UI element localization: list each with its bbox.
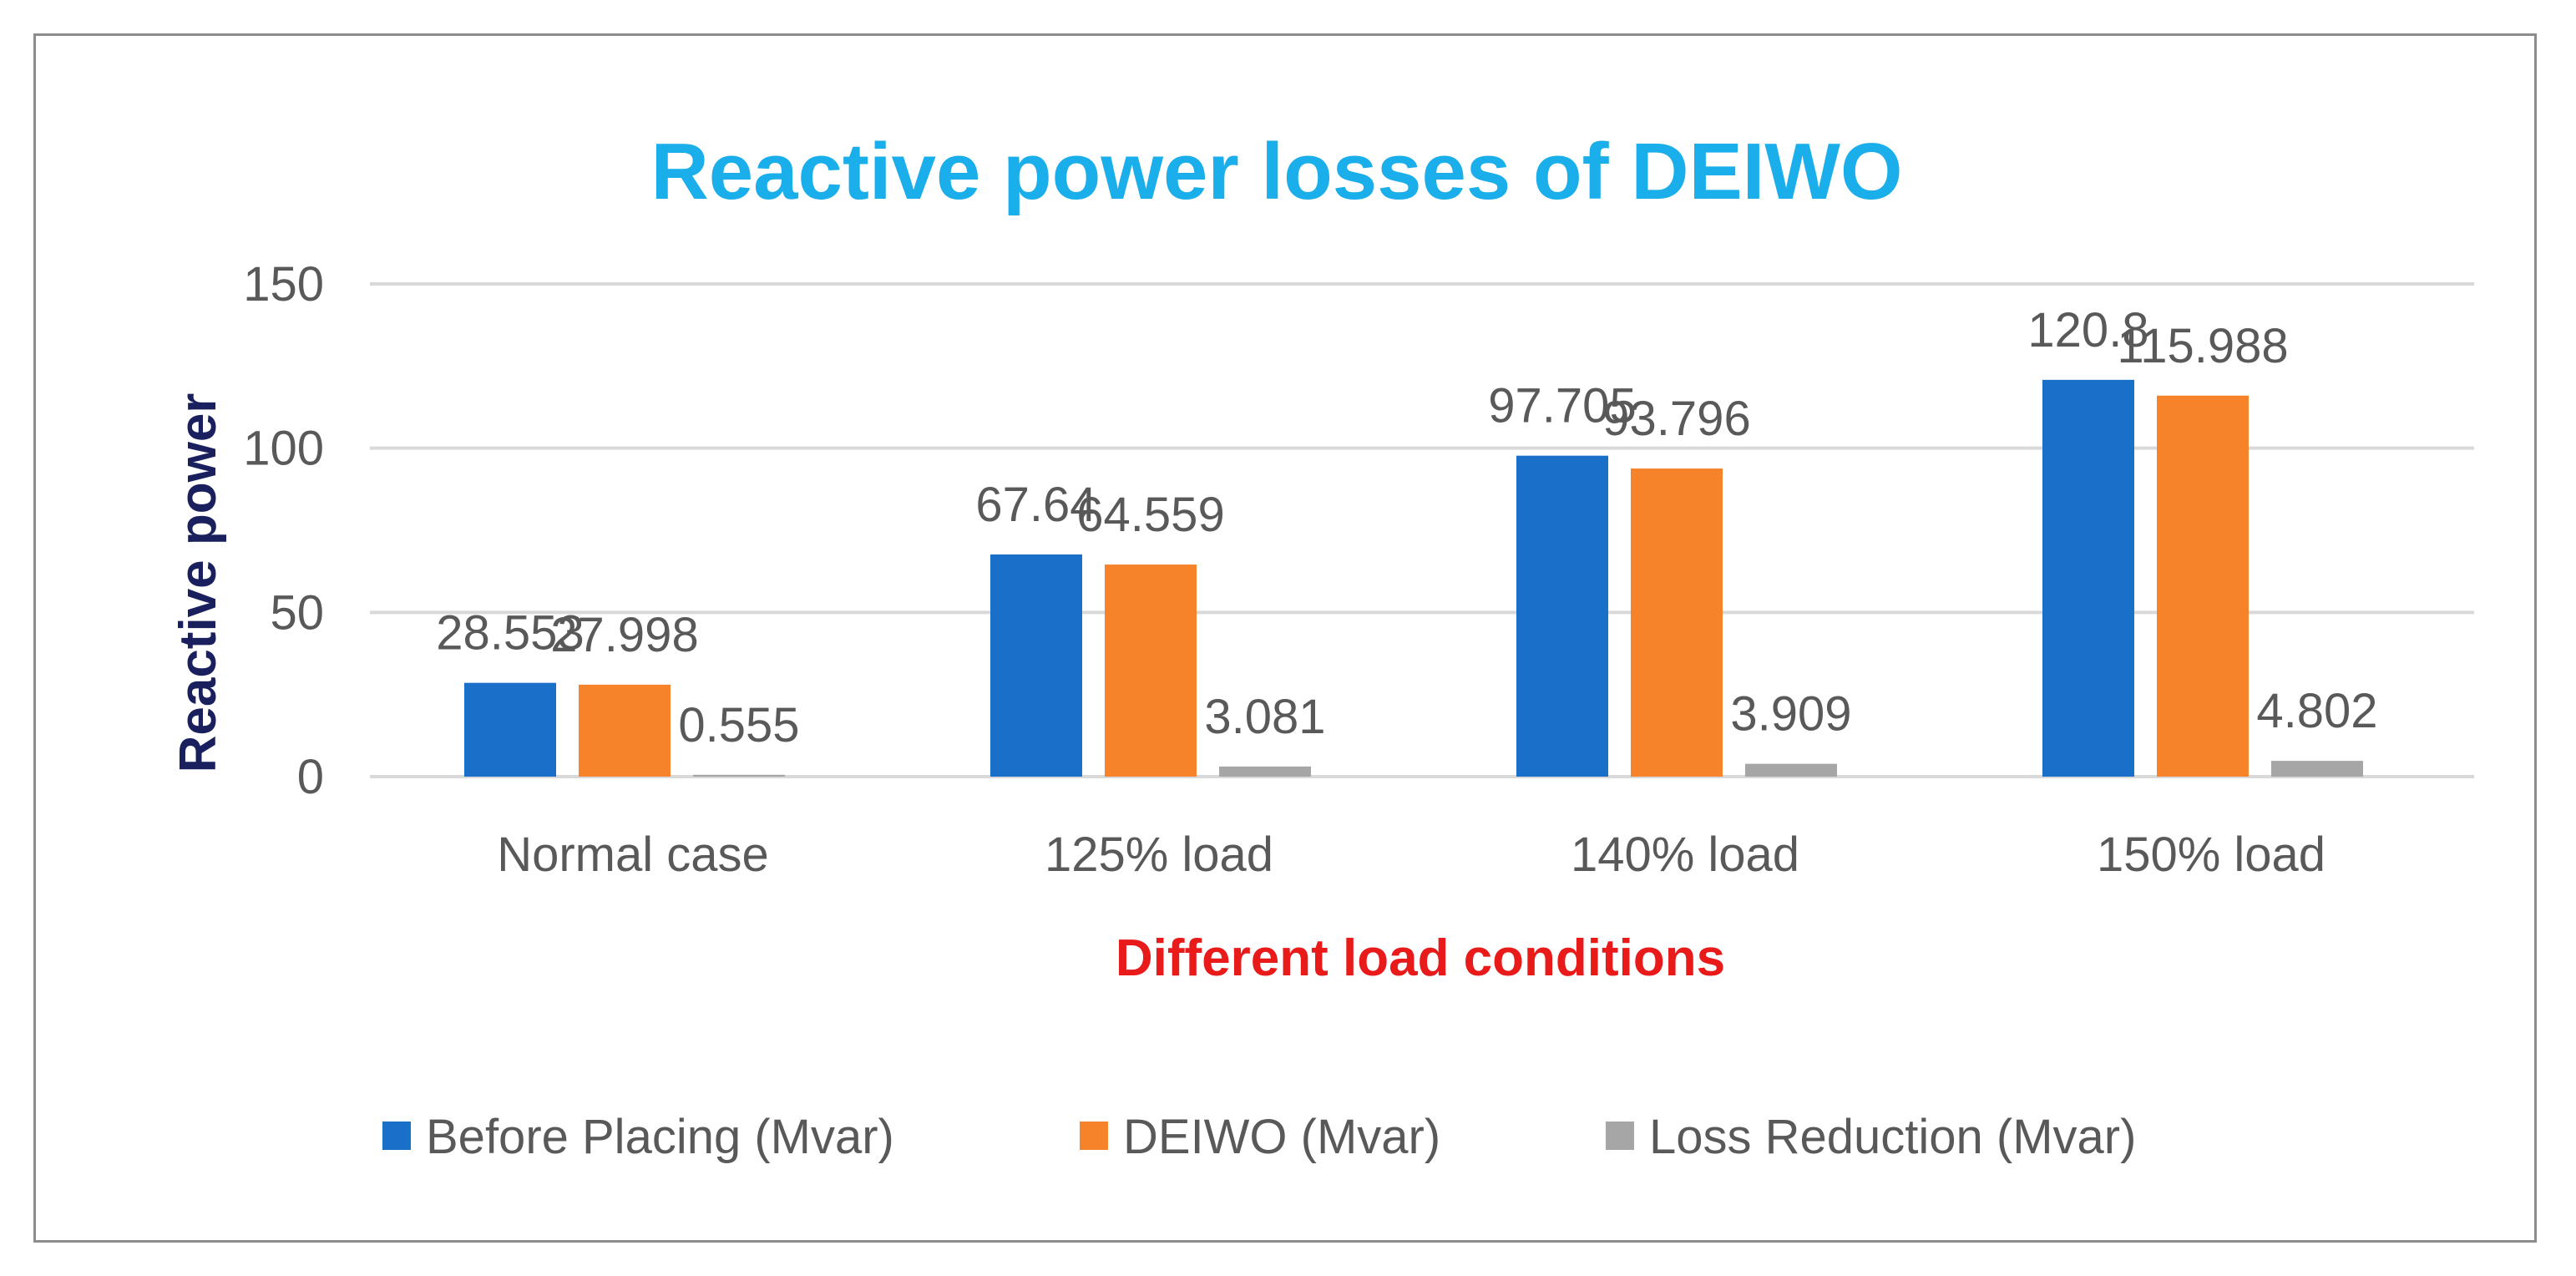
bar [2157, 395, 2249, 777]
bar [1105, 565, 1197, 777]
data-label: 64.559 [1076, 488, 1224, 542]
bar [1745, 763, 1837, 777]
bar [464, 682, 556, 777]
y-tick-label: 100 [243, 422, 324, 476]
chart-frame: Reactive power losses of DEIWO Reactive … [33, 33, 2537, 1243]
legend-item: DEIWO (Mvar) [1080, 1110, 1440, 1164]
y-axis-label: Reactive power [170, 393, 227, 773]
legend-item: Loss Reduction (Mvar) [1606, 1110, 2136, 1164]
x-tick-label: Normal case [497, 828, 769, 882]
legend-swatch [1606, 1122, 1634, 1150]
data-label: 67.64 [975, 478, 1096, 532]
x-axis-label: Different load conditions [1116, 929, 1725, 987]
legend: Before Placing (Mvar) DEIWO (Mvar) Loss Re… [382, 1110, 2136, 1164]
bar [693, 774, 785, 777]
bar [2042, 379, 2134, 777]
data-label: 0.555 [678, 698, 799, 752]
bar [2271, 761, 2363, 777]
chart-svg: Reactive power losses of DEIWO Reactive … [170, 127, 2474, 1164]
data-label: 115.988 [2117, 319, 2288, 373]
x-tick-label: 125% load [1045, 828, 1273, 882]
data-label: 3.909 [1730, 687, 1851, 742]
legend-label: DEIWO (Mvar) [1123, 1110, 1440, 1164]
legend-item: Before Placing (Mvar) [382, 1110, 894, 1164]
legend-label: Before Placing (Mvar) [426, 1110, 894, 1164]
bars [464, 379, 2363, 777]
x-tick-label: 150% load [2097, 828, 2325, 882]
bar [1631, 468, 1723, 777]
bar [579, 684, 671, 777]
y-tick-label: 50 [270, 585, 324, 640]
x-tick-label: 140% load [1571, 828, 1799, 882]
data-label: 97.705 [1488, 379, 1636, 433]
data-label: 3.081 [1204, 690, 1325, 744]
y-tick-label: 0 [297, 750, 324, 804]
data-label: 27.998 [550, 608, 698, 662]
legend-label: Loss Reduction (Mvar) [1649, 1110, 2136, 1164]
data-label: 4.802 [2256, 684, 2377, 738]
bar [1219, 766, 1311, 777]
legend-swatch [382, 1122, 411, 1150]
bar [990, 554, 1082, 777]
grid-lines: 0 50 100 150 [243, 257, 2474, 804]
bar [1516, 455, 1608, 777]
legend-swatch [1080, 1122, 1108, 1150]
data-label: 120.8 [2027, 303, 2148, 357]
data-label: 28.553 [436, 606, 584, 661]
chart-title: Reactive power losses of DEIWO [650, 127, 1902, 216]
data-label: 93.796 [1602, 392, 1750, 446]
y-tick-label: 150 [243, 257, 324, 311]
